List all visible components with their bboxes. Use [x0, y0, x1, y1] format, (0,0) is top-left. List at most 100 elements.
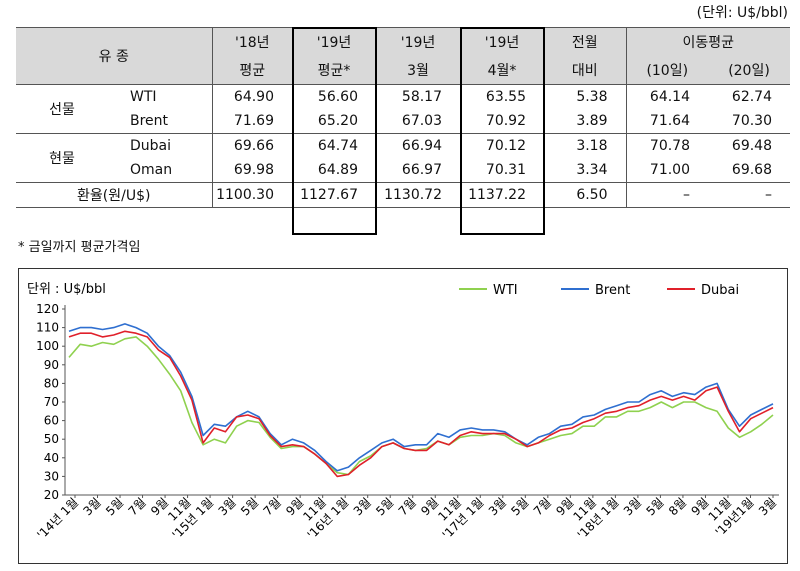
- value-cell: 65.20: [317, 113, 358, 129]
- value-cell: 3.18: [544, 133, 627, 158]
- value-cell: –: [708, 182, 790, 208]
- x-tick-label: 7월: [261, 495, 284, 518]
- header-moving-avg: 이동평균: [626, 27, 790, 56]
- unit-label: (단위: U$/bbl): [696, 5, 788, 21]
- x-tick-label: 5월: [643, 495, 666, 518]
- y-tick-label: 100: [36, 339, 59, 353]
- x-tick-label: 3월: [81, 495, 104, 518]
- series-line-wti: [68, 336, 774, 476]
- y-tick-label: 20: [44, 488, 59, 502]
- legend-label-brent: Brent: [595, 283, 630, 298]
- x-tick-label: 7월: [396, 495, 419, 518]
- value-cell: 1100.30: [212, 182, 292, 208]
- value-cell: 71.00: [649, 162, 690, 178]
- table-row: 현물 Dubai 69.66 64.74 66.94 70.12 3.18 70.78 69.4…: [16, 133, 790, 183]
- value-cell: –: [626, 182, 708, 208]
- header-c3-line1: '19년: [376, 27, 460, 56]
- header-row-2: 평균 평균* 3월 4월* 대비 (10일) (20일): [16, 56, 790, 85]
- x-tick-label: 5월: [103, 495, 126, 518]
- value-cell: 1127.67: [292, 182, 376, 208]
- price-chart: 단위 : U$/bbl 20 30 40 50 60 70 80 90 100 110 120 '14년…: [27, 282, 779, 542]
- value-cell: 64.14: [626, 84, 708, 109]
- legend-label-wti: WTI: [493, 283, 518, 298]
- header-c5-line1: 전월: [544, 27, 627, 56]
- value-cell: 70.78: [626, 133, 708, 158]
- value-cell: 69.66: [212, 133, 292, 158]
- y-tick-label: 90: [44, 358, 59, 372]
- header-c1-line2: 평균: [212, 56, 292, 85]
- series-line-dubai: [68, 330, 774, 478]
- x-tick-label: 5월: [373, 495, 396, 518]
- x-tick-label: 3월: [351, 495, 374, 518]
- x-tick-label: 5월: [508, 495, 531, 518]
- header-c2-line1: '19년: [292, 27, 376, 56]
- header-c5-line2: 대비: [544, 56, 627, 85]
- y-tick-label: 70: [44, 395, 59, 409]
- value-cell: 70.30: [731, 113, 772, 129]
- table-row: 선물 WTI 64.90 56.60 58.17 63.55 5.38 64.14 62.74: [16, 84, 790, 134]
- y-tick-label: 30: [44, 469, 59, 483]
- table-row: Oman 69.98 64.89 66.97 70.31 3.34 71.00 69.68: [16, 158, 790, 183]
- y-tick-label: 80: [44, 376, 59, 390]
- x-tick-label: 5월: [238, 495, 261, 518]
- value-cell: 67.03: [401, 113, 442, 129]
- value-cell: 64.90: [212, 84, 292, 109]
- value-cell: 64.74: [292, 133, 376, 158]
- value-cell: 1137.22: [460, 182, 544, 208]
- value-cell: 70.12: [460, 133, 544, 158]
- value-cell: 70.31: [485, 162, 526, 178]
- value-cell: 69.48: [708, 133, 790, 158]
- price-table: 유 종 '18년 '19년 '19년 '19년 전월 이동평균 평균 평균* 3…: [16, 27, 790, 208]
- oil-label: WTI: [108, 84, 213, 109]
- header-c4-line2: 4월*: [460, 56, 544, 85]
- value-cell: 66.97: [401, 162, 442, 178]
- oil-label: Oman: [108, 158, 213, 183]
- oil-label: Dubai: [108, 133, 213, 158]
- value-cell: 62.74: [708, 84, 790, 109]
- y-tick-label: 110: [36, 321, 59, 335]
- y-tick-label: 40: [44, 451, 59, 465]
- x-tick-label: 3월: [756, 495, 779, 518]
- x-tick-label: 7월: [531, 495, 554, 518]
- x-tick-label: 8월: [666, 495, 689, 518]
- header-c3-line2: 3월: [376, 56, 460, 85]
- group-label: 선물: [16, 84, 108, 134]
- header-c4-line1: '19년: [460, 27, 544, 56]
- header-c2-line2: 평균*: [292, 56, 376, 85]
- value-cell: 71.64: [649, 113, 690, 129]
- oil-label: Brent: [108, 109, 213, 134]
- header-row-1: 유 종 '18년 '19년 '19년 '19년 전월 이동평균: [16, 27, 790, 85]
- header-20day: (20일): [708, 56, 790, 85]
- fx-label: 환율(원/U$): [16, 182, 213, 208]
- value-cell: 64.89: [317, 162, 358, 178]
- value-cell: 66.94: [376, 133, 460, 158]
- fx-row: 환율(원/U$) 1100.30 1127.67 1130.72 1137.22 6.50…: [16, 182, 790, 208]
- value-cell: 56.60: [292, 84, 376, 109]
- chart-frame: 단위 : U$/bbl 20 30 40 50 60 70 80 90 100 110 120 '14년…: [18, 268, 788, 564]
- value-cell: 70.92: [485, 113, 526, 129]
- header-10day: (10일): [626, 56, 708, 85]
- value-cell: 3.89: [544, 109, 627, 134]
- x-tick-label: 3월: [486, 495, 509, 518]
- value-cell: 63.55: [460, 84, 544, 109]
- value-cell: 3.34: [544, 158, 627, 183]
- y-tick-label: 50: [44, 432, 59, 446]
- chart-unit-label: 단위 : U$/bbl: [27, 282, 106, 297]
- header-c1-line1: '18년: [212, 27, 292, 56]
- value-cell: 1130.72: [376, 182, 460, 208]
- value-cell: 69.68: [731, 162, 772, 178]
- y-tick-label: 60: [44, 414, 59, 428]
- header-oiltype: 유 종: [16, 27, 213, 85]
- value-cell: 6.50: [544, 182, 627, 208]
- table-row: Brent 71.69 65.20 67.03 70.92 3.89 71.64 70.30: [16, 109, 790, 134]
- series-line-brent: [68, 323, 774, 472]
- x-tick-label: 3월: [621, 495, 644, 518]
- x-tick-label: 3월: [216, 495, 239, 518]
- y-tick-label: 120: [36, 302, 59, 316]
- value-cell: 58.17: [376, 84, 460, 109]
- x-tick-label: 7월: [126, 495, 149, 518]
- value-cell: 69.98: [233, 162, 274, 178]
- value-cell: 5.38: [544, 84, 627, 109]
- group-label: 현물: [16, 133, 108, 183]
- value-cell: 71.69: [233, 113, 274, 129]
